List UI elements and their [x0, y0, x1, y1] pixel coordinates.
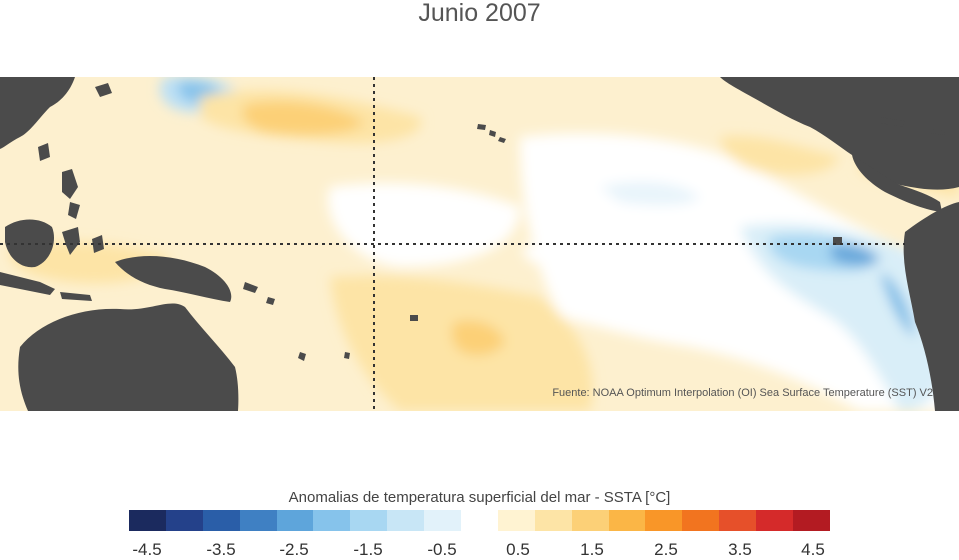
scale-tick: -0.5	[427, 540, 457, 559]
color-scale-bar	[129, 510, 830, 531]
scale-swatch	[461, 510, 498, 531]
scale-swatch	[129, 510, 166, 531]
scale-swatch	[756, 510, 794, 531]
data-source-note: Fuente: NOAA Optimum Interpolation (OI) …	[552, 387, 933, 399]
scale-swatch	[534, 510, 572, 531]
scale-swatch	[313, 510, 351, 531]
scale-swatch	[165, 510, 203, 531]
scale-swatch	[239, 510, 277, 531]
scale-tick: 4.5	[801, 540, 825, 559]
scale-swatch	[387, 510, 425, 531]
scale-swatch	[608, 510, 646, 531]
scale-tick: -2.5	[279, 540, 309, 559]
scale-swatch	[682, 510, 720, 531]
scale-tick: 1.5	[580, 540, 604, 559]
land-masses	[0, 77, 959, 411]
scale-swatch	[276, 510, 314, 531]
scale-swatch	[645, 510, 683, 531]
legend-title: Anomalias de temperatura superficial del…	[288, 489, 671, 506]
scale-swatch	[719, 510, 757, 531]
scale-swatch	[793, 510, 830, 531]
map-title: Junio 2007	[418, 0, 541, 27]
scale-tick: -3.5	[206, 540, 236, 559]
ssta-map	[0, 77, 959, 411]
scale-tick: -1.5	[353, 540, 383, 559]
scale-swatch	[424, 510, 462, 531]
scale-tick: -4.5	[132, 540, 162, 559]
scale-swatch	[350, 510, 388, 531]
scale-swatch	[571, 510, 609, 531]
anomaly-field	[9, 77, 959, 411]
scale-swatch	[497, 510, 535, 531]
scale-tick: 0.5	[506, 540, 530, 559]
scale-tick: 2.5	[654, 540, 678, 559]
scale-swatch	[202, 510, 240, 531]
scale-tick: 3.5	[728, 540, 752, 559]
